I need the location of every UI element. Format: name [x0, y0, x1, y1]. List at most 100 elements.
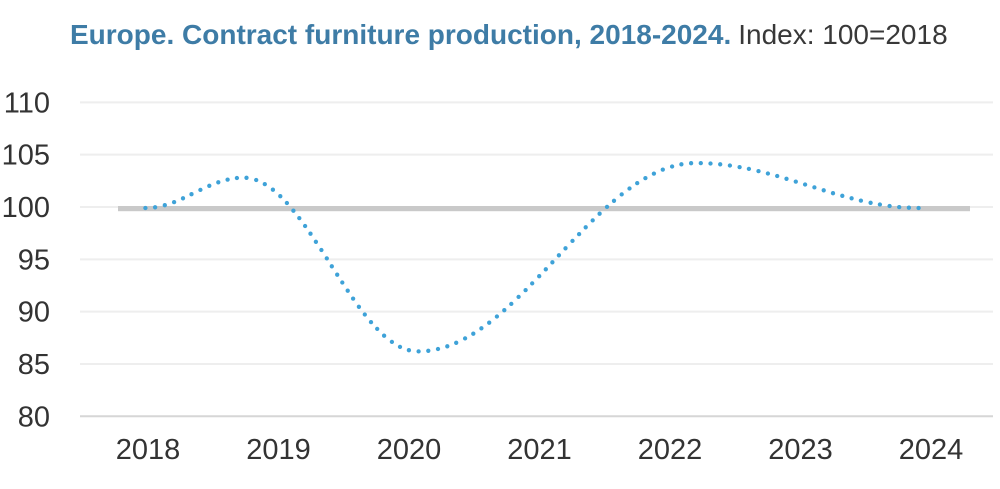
- x-tick-label-2019: 2019: [246, 434, 311, 466]
- data-dot: [727, 163, 733, 168]
- data-dot: [319, 247, 324, 253]
- data-dot: [775, 173, 780, 179]
- data-dots: [143, 160, 921, 354]
- data-dot: [627, 186, 632, 191]
- data-dot: [516, 294, 521, 300]
- data-dot: [619, 192, 624, 197]
- x-axis-labels: 2018 2019 2020 2021 2022 2023 2024: [116, 434, 964, 466]
- data-dot: [143, 205, 148, 211]
- data-dot: [345, 288, 350, 293]
- data-dot: [350, 296, 356, 301]
- data-dot: [180, 196, 186, 201]
- data-dot: [356, 304, 362, 309]
- data-dot: [756, 168, 761, 174]
- data-dot: [556, 253, 562, 258]
- data-dot: [916, 205, 921, 211]
- y-tick-label-95: 95: [18, 244, 50, 276]
- y-axis-labels: 110 105 100 95 90 85 80: [2, 87, 50, 433]
- data-dot: [381, 333, 387, 338]
- data-dot: [152, 205, 158, 210]
- data-dot: [688, 161, 694, 166]
- chart-title: Europe. Contract furniture production, 2…: [70, 18, 948, 52]
- data-dot: [849, 196, 854, 201]
- data-dot: [509, 301, 514, 307]
- data-dot: [234, 175, 240, 181]
- data-dot: [550, 260, 555, 265]
- data-dot: [189, 192, 194, 197]
- data-dot: [906, 205, 912, 210]
- y-tick-label-80: 80: [18, 401, 50, 433]
- data-dot: [570, 238, 575, 244]
- data-dot: [454, 340, 459, 345]
- data-dot: [708, 161, 713, 166]
- data-dot: [479, 326, 484, 331]
- data-dot: [583, 225, 588, 230]
- x-tick-label-2024: 2024: [899, 434, 964, 466]
- data-dot: [362, 312, 367, 317]
- data-dot: [887, 203, 892, 209]
- data-dot: [530, 281, 535, 286]
- data-dot: [698, 160, 703, 166]
- chart-title-suffix: Index: 100=2018: [738, 19, 948, 50]
- y-tick-label-90: 90: [18, 297, 50, 329]
- data-dot: [669, 164, 675, 169]
- data-dot: [244, 175, 249, 180]
- data-dot: [462, 336, 468, 341]
- data-dot: [718, 162, 723, 167]
- data-dot: [389, 339, 395, 345]
- x-tick-label-2021: 2021: [507, 434, 572, 466]
- data-dot: [162, 203, 167, 208]
- data-dot: [830, 191, 836, 196]
- data-dot: [297, 215, 302, 221]
- data-dot: [494, 314, 500, 319]
- data-dot: [502, 308, 507, 313]
- data-dot: [340, 280, 345, 285]
- data-dot: [207, 183, 212, 188]
- data-dot: [660, 167, 665, 172]
- data-dot: [576, 231, 582, 237]
- data-dot: [375, 326, 380, 332]
- x-tick-label-2018: 2018: [116, 434, 181, 466]
- data-dot: [471, 331, 476, 336]
- y-tick-label-105: 105: [2, 140, 50, 172]
- data-dot: [840, 193, 845, 198]
- data-dot: [198, 187, 203, 193]
- data-dot: [445, 344, 450, 349]
- data-dot: [329, 264, 334, 269]
- data-dot: [313, 239, 319, 244]
- data-dot: [611, 198, 617, 203]
- x-tick-label-2020: 2020: [377, 434, 442, 466]
- data-dot: [793, 179, 798, 184]
- data-dot: [278, 194, 283, 199]
- y-tick-label-110: 110: [4, 87, 50, 119]
- x-tick-label-2022: 2022: [638, 434, 703, 466]
- data-dot: [897, 204, 902, 210]
- data-dot: [523, 287, 528, 293]
- chart-title-main: Europe. Contract furniture production, 2…: [70, 19, 732, 50]
- data-dot: [225, 177, 230, 182]
- data-dot: [597, 211, 602, 216]
- y-tick-label-100: 100: [2, 192, 50, 224]
- data-dot: [270, 187, 276, 192]
- data-dot: [868, 200, 873, 205]
- data-dot: [746, 166, 752, 172]
- data-dot: [679, 162, 684, 167]
- data-dot: [368, 319, 374, 325]
- data-dot: [335, 272, 340, 277]
- reference-line-100: [118, 206, 970, 212]
- data-dot: [543, 267, 548, 272]
- data-dot: [563, 246, 568, 251]
- data-dot: [254, 177, 259, 183]
- y-tick-label-85: 85: [18, 349, 50, 381]
- data-dot: [416, 349, 421, 354]
- data-dot: [802, 182, 808, 187]
- data-dot: [426, 348, 431, 353]
- data-dot: [284, 200, 290, 206]
- data-dot: [302, 223, 308, 229]
- data-dot: [821, 188, 826, 193]
- data-dot: [635, 180, 640, 186]
- data-dot: [590, 218, 595, 223]
- gridlines: [80, 101, 993, 365]
